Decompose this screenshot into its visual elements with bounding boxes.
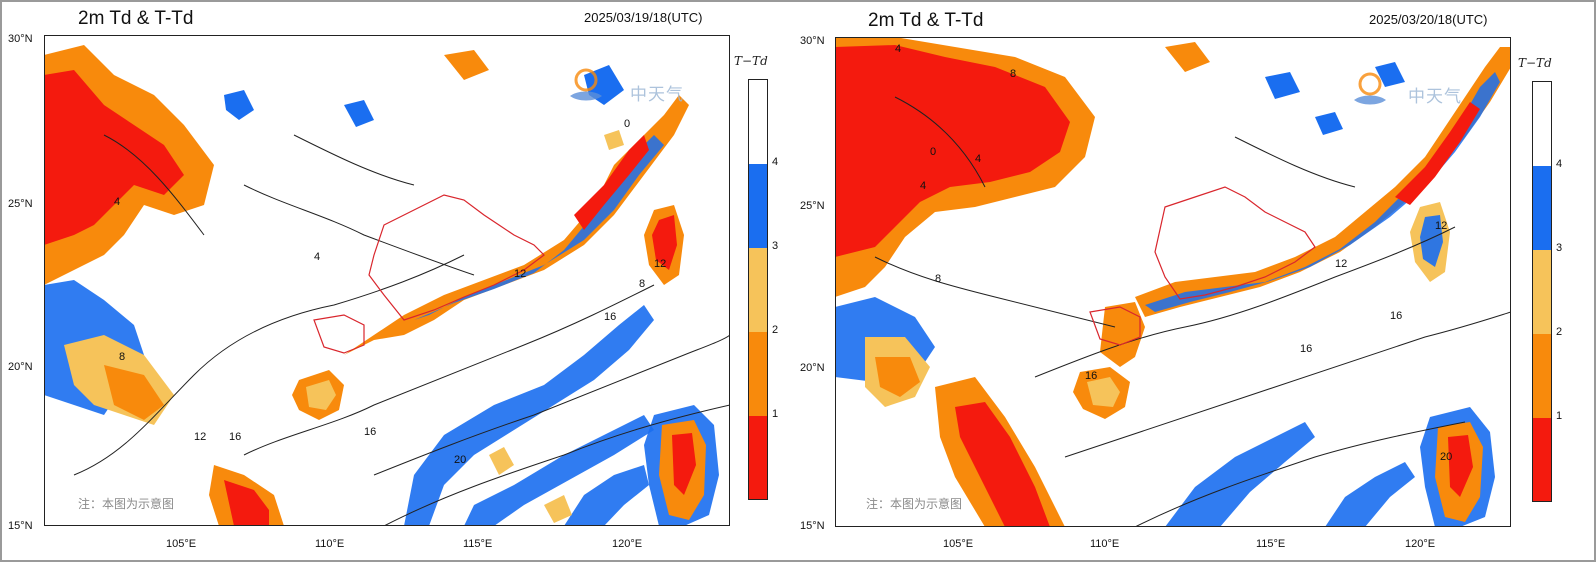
colorbar-tick-2: 2: [1556, 326, 1563, 338]
colorbar: [748, 79, 768, 500]
contour-label: 8: [1010, 68, 1016, 80]
colorbar-seg-3-4: [749, 164, 767, 248]
colorbar-tick-3: 3: [1556, 242, 1563, 254]
contour-label: 12: [654, 258, 666, 270]
lon-label-120: 120°E: [612, 538, 643, 550]
contour-label: 4: [114, 196, 120, 208]
colorbar-tick-4: 4: [772, 156, 779, 168]
lon-label-110: 110°E: [1090, 538, 1120, 550]
contour-label: 12: [194, 431, 206, 443]
watermark-text: 中天气: [630, 85, 684, 105]
contour-label: 16: [1085, 370, 1097, 382]
contour-label: 12: [1335, 258, 1347, 270]
contour-labels-right: 4 8 0 4 4 8 12 12 16 16 16 20: [895, 43, 1452, 463]
td-contours-left: [73, 134, 730, 526]
tmtd-shading-left: [44, 35, 719, 526]
map-plot-area: 0 4 4 8 12 12 12 16 16 16 20 8: [44, 35, 730, 526]
weather-logo-icon: [570, 68, 602, 101]
colorbar-tick-1: 1: [772, 408, 779, 420]
lat-label-20: 20°N: [800, 362, 825, 374]
contour-label: 8: [935, 273, 941, 285]
contour-label: 8: [639, 278, 645, 290]
colorbar-tick-4: 4: [1556, 158, 1563, 170]
contour-label: 0: [624, 118, 630, 130]
lat-label-30: 30°N: [8, 33, 33, 45]
weather-logo-icon: [1354, 72, 1386, 105]
lon-label-110: 110°E: [315, 538, 345, 550]
colorbar-title: T−Td: [1518, 56, 1552, 70]
contour-label: 4: [895, 43, 901, 55]
lon-label-105: 105°E: [166, 538, 197, 550]
map-border: [44, 35, 730, 526]
lon-label-115: 115°E: [463, 538, 493, 550]
td-contours-right: [874, 96, 1511, 527]
panel-title: 2m Td & T-Td: [868, 10, 984, 31]
province-borders-right: [1089, 186, 1316, 346]
colorbar-seg-1-2: [749, 332, 767, 416]
lat-label-25: 25°N: [800, 200, 825, 212]
colorbar-title: T−Td: [734, 54, 768, 68]
lat-label-15: 15°N: [8, 520, 33, 532]
tmtd-shading-right: [835, 37, 1511, 527]
contour-label: 12: [514, 268, 526, 280]
lon-label-120: 120°E: [1405, 538, 1436, 550]
colorbar-seg-2-3: [749, 248, 767, 332]
contour-label: 16: [229, 431, 241, 443]
contour-label: 16: [1390, 310, 1402, 322]
contour-label: 4: [314, 251, 320, 263]
contour-label: 0: [930, 146, 936, 158]
lon-label-115: 115°E: [1256, 538, 1286, 550]
contour-label: 20: [1440, 451, 1452, 463]
panel-timestamp: 2025/03/20/18(UTC): [1369, 12, 1488, 27]
colorbar-seg-gt4: [1533, 82, 1551, 166]
disclaimer-note: 注：本图为示意图: [866, 497, 963, 511]
contour-label: 12: [1435, 220, 1447, 232]
province-borders-left: [313, 194, 545, 354]
panel-timestamp: 2025/03/19/18(UTC): [584, 10, 703, 25]
map-plot-area: 4 8 0 4 4 8 12 12 16 16 16 20: [835, 37, 1511, 527]
colorbar-seg-1-2: [1533, 334, 1551, 418]
colorbar-seg-lt1: [1533, 418, 1551, 501]
colorbar-tick-2: 2: [772, 324, 779, 336]
colorbar-seg-gt4: [749, 80, 767, 164]
colorbar: [1532, 81, 1552, 502]
contour-label: 16: [604, 311, 616, 323]
panel-title: 2m Td & T-Td: [78, 8, 194, 29]
lat-label-25: 25°N: [8, 198, 33, 210]
colorbar-tick-3: 3: [772, 240, 779, 252]
lat-label-15: 15°N: [800, 520, 825, 532]
panel-left: 2m Td & T-Td 2025/03/19/18(UTC): [8, 8, 730, 550]
map-border: [835, 37, 1511, 527]
contour-label: 4: [975, 153, 981, 165]
colorbar-seg-2-3: [1533, 250, 1551, 334]
colorbar-seg-lt1: [749, 416, 767, 499]
lat-label-30: 30°N: [800, 35, 825, 47]
colorbar-tick-1: 1: [1556, 410, 1563, 422]
disclaimer-note: 注：本图为示意图: [78, 497, 175, 511]
lon-label-105: 105°E: [943, 538, 974, 550]
contour-label: 4: [920, 180, 926, 192]
lat-label-20: 20°N: [8, 361, 33, 373]
contour-labels-left: 0 4 4 8 12 12 12 16 16 16 20 8: [114, 118, 666, 466]
contour-label: 8: [119, 351, 125, 363]
contour-label: 16: [1300, 343, 1312, 355]
panel-right: 2m Td & T-Td 2025/03/20/18(UTC): [798, 0, 1596, 562]
contour-label: 20: [454, 454, 466, 466]
colorbar-seg-3-4: [1533, 166, 1551, 250]
contour-label: 16: [364, 426, 376, 438]
watermark-text: 中天气: [1408, 87, 1462, 107]
